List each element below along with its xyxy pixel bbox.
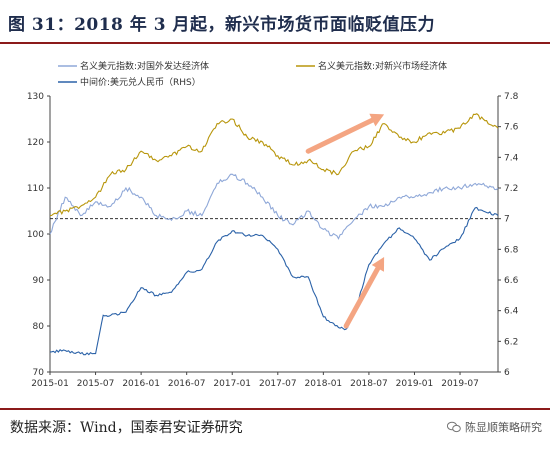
- title-bar: 图 31：2018 年 3 月起，新兴市场货币面临贬值压力: [0, 0, 550, 44]
- legend: 名义美元指数:对国外发达经济体 名义美元指数:对新兴市场经济体中间价:美元兑人民币…: [58, 60, 447, 88]
- x-tick-label: 2016-01: [122, 379, 160, 389]
- x-tick-label: 2018-01: [305, 379, 343, 389]
- x-tick-label: 2015-07: [77, 379, 115, 389]
- y-tick-label-left: 130: [27, 92, 44, 102]
- y-tick-label-right: 7: [504, 215, 510, 225]
- trend-arrow-head: [369, 113, 385, 127]
- y-tick-label-right: 7.6: [504, 123, 519, 133]
- footer-divider: [0, 408, 550, 410]
- series-line: [49, 206, 499, 356]
- trend-arrow-head: [371, 257, 385, 272]
- y-tick-label-left: 120: [27, 138, 44, 148]
- y-tick-label-left: 70: [33, 368, 45, 378]
- figure-title: 图 31：2018 年 3 月起，新兴市场货币面临贬值压力: [8, 15, 435, 35]
- wechat-icon: [447, 421, 461, 433]
- series-line: [49, 113, 499, 217]
- annotation-layer: [305, 113, 385, 329]
- legend-label: 中间价:美元兑人民币（RHS）: [80, 76, 201, 88]
- brand-name: 陈显顺策略研究: [465, 421, 542, 434]
- x-tick-label: 2017-07: [259, 379, 297, 389]
- y-tick-label-left: 80: [33, 322, 45, 332]
- title-divider: [0, 42, 550, 44]
- x-tick-label: 2018-07: [350, 379, 388, 389]
- axes: 70 80 90 100 110 120 130 6 6.2 6.4 6.6 6.8 7 7.2 7.4 7.…: [27, 92, 519, 389]
- y-tick-label-right: 7.4: [504, 153, 519, 163]
- y-tick-label-right: 6.4: [504, 307, 519, 317]
- y-tick-label-right: 6.6: [504, 276, 519, 286]
- y-tick-label-left: 90: [33, 276, 45, 286]
- series-layer: [49, 113, 499, 356]
- chart: 70 80 90 100 110 120 130 6 6.2 6.4 6.6 6.8 7 7.2 7.4 7.…: [27, 60, 519, 389]
- legend-label: 名义美元指数:对新兴市场经济体: [318, 60, 447, 72]
- x-tick-label: 2017-01: [213, 379, 251, 389]
- x-tick-label: 2019-07: [441, 379, 479, 389]
- x-tick-label: 2019-01: [396, 379, 434, 389]
- series-line: [49, 173, 499, 240]
- y-tick-label-right: 7.2: [504, 184, 518, 194]
- trend-arrow: [305, 117, 375, 154]
- x-tick-label: 2016-07: [168, 379, 206, 389]
- legend-label: 名义美元指数:对国外发达经济体: [80, 60, 209, 72]
- y-tick-label-left: 110: [27, 184, 44, 194]
- y-tick-label-right: 7.8: [504, 92, 519, 102]
- brand-badge: 陈显顺策略研究: [447, 419, 542, 435]
- source-note: 数据来源：Wind，国泰君安证券研究: [10, 420, 243, 436]
- x-tick-label: 2015-01: [31, 379, 69, 389]
- y-tick-label-right: 6.8: [504, 245, 519, 255]
- y-tick-label-left: 100: [27, 230, 44, 240]
- y-tick-label-right: 6.2: [504, 337, 518, 347]
- y-tick-label-right: 6: [504, 368, 510, 378]
- trend-arrow: [343, 265, 381, 329]
